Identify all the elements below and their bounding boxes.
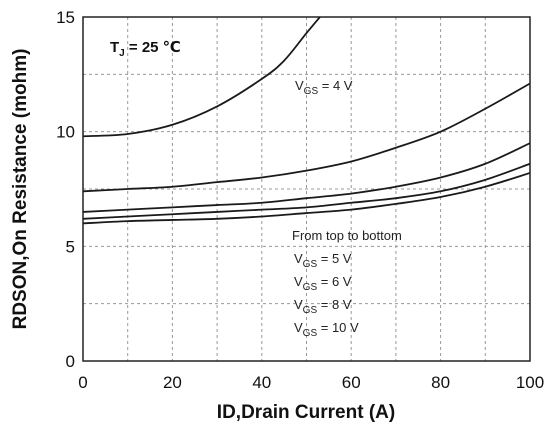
y-axis-title: RDSON,On Resistance (mohm) <box>10 49 31 330</box>
vgs-label-8v: VGS = 8 V <box>294 297 352 316</box>
y-tick-label: 15 <box>56 8 75 27</box>
series-line-4 <box>83 162 530 220</box>
junction-temperature-label: TJ = 25 ℃ <box>110 39 181 59</box>
vgs-top-curve-label: VGS = 4 V <box>295 78 353 97</box>
y-tick-label: 0 <box>66 352 75 371</box>
curve-order-note: From top to bottom <box>292 228 402 243</box>
grid-lines <box>83 17 530 361</box>
tick-labels: 0 20 40 60 80 100 0 5 10 15 <box>56 8 544 392</box>
series-line-3 <box>83 142 530 213</box>
x-tick-label: 0 <box>78 373 87 392</box>
vgs-label-5v: VGS = 5 V <box>294 251 352 270</box>
series-line-5 <box>83 172 530 225</box>
series-line-2 <box>83 82 530 193</box>
vgs-label-6v: VGS = 6 V <box>294 274 352 293</box>
x-tick-label: 20 <box>163 373 182 392</box>
vgs-label-10v: VGS = 10 V <box>294 320 359 339</box>
x-tick-label: 60 <box>342 373 361 392</box>
y-tick-label: 10 <box>56 123 75 142</box>
x-axis-title: ID,Drain Current (A) <box>217 402 395 423</box>
x-tick-label: 40 <box>252 373 271 392</box>
x-tick-label: 100 <box>516 373 544 392</box>
x-tick-label: 80 <box>431 373 450 392</box>
y-tick-label: 5 <box>66 237 75 256</box>
plot-area-frame <box>82 16 531 362</box>
series-line-1 <box>83 17 321 138</box>
series-layer <box>83 17 530 225</box>
